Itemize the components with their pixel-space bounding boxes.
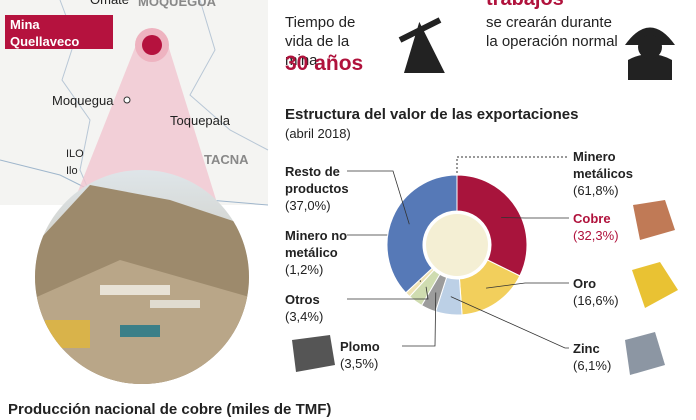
city-dot	[123, 96, 131, 104]
donut-slice	[456, 174, 528, 277]
value-label: (32,3%)	[573, 228, 619, 243]
plomo-mineral	[292, 335, 335, 372]
map-river	[189, 0, 269, 151]
leader-line	[486, 282, 569, 289]
category-label: Plomo	[340, 339, 380, 354]
zinc-mineral	[625, 332, 665, 375]
map-label: Ilo	[66, 165, 78, 177]
chart-subtitle: (abril 2018)	[285, 126, 351, 141]
mine-label: Mina Quellaveco	[10, 17, 80, 49]
map-label: MOQUEGUA	[138, 0, 216, 9]
category-label: Oro	[573, 276, 597, 291]
jobs-title: trabajos	[486, 0, 564, 10]
category-label: Cobre	[573, 211, 611, 226]
leader-line	[347, 286, 429, 300]
cobre-mineral	[633, 200, 675, 240]
worker-icon	[625, 27, 675, 80]
value-label: (3,5%)	[340, 356, 379, 371]
value-label: (37,0%)	[285, 198, 331, 213]
life-label: Tiempo de vida de la mina	[285, 14, 356, 69]
category-label: Minero no metálico	[285, 228, 348, 260]
leader-line	[402, 292, 437, 347]
value-label: (1,2%)	[285, 262, 324, 277]
category-label: Zinc	[573, 341, 600, 356]
category-label: Otros	[285, 292, 320, 307]
chart-title: Estructura del valor de las exportacione…	[285, 106, 579, 123]
pickaxe-icon	[398, 17, 445, 73]
mine-label-box	[5, 15, 113, 49]
map-label: ILO	[66, 148, 84, 160]
map-label: Omate	[90, 0, 129, 8]
footer-title: Producción nacional de cobre (miles de T…	[8, 401, 332, 418]
worker-head	[638, 35, 662, 59]
donut-center	[426, 214, 488, 276]
group-name: Minero metálicos	[573, 149, 633, 181]
value-label: (3,4%)	[285, 309, 324, 324]
map-label: Moquegua	[52, 93, 114, 108]
mine-point	[142, 35, 162, 55]
leader-line	[450, 296, 569, 349]
value-label: (16,6%)	[573, 293, 619, 308]
life-value: 30 años	[285, 52, 364, 75]
donut-slice	[386, 174, 458, 294]
jobs-label: se crearán durante la operación normal	[486, 14, 618, 50]
map-label: Toquepala	[170, 113, 230, 128]
mine-photo	[35, 170, 249, 384]
leader-line	[347, 170, 410, 225]
group-value-label: (61,8%)	[573, 183, 619, 198]
map-label: TACNA	[204, 152, 249, 167]
donut	[347, 156, 569, 349]
category-label: Resto de productos	[285, 164, 349, 196]
oro-mineral	[632, 262, 678, 308]
value-label: (6,1%)	[573, 358, 612, 373]
